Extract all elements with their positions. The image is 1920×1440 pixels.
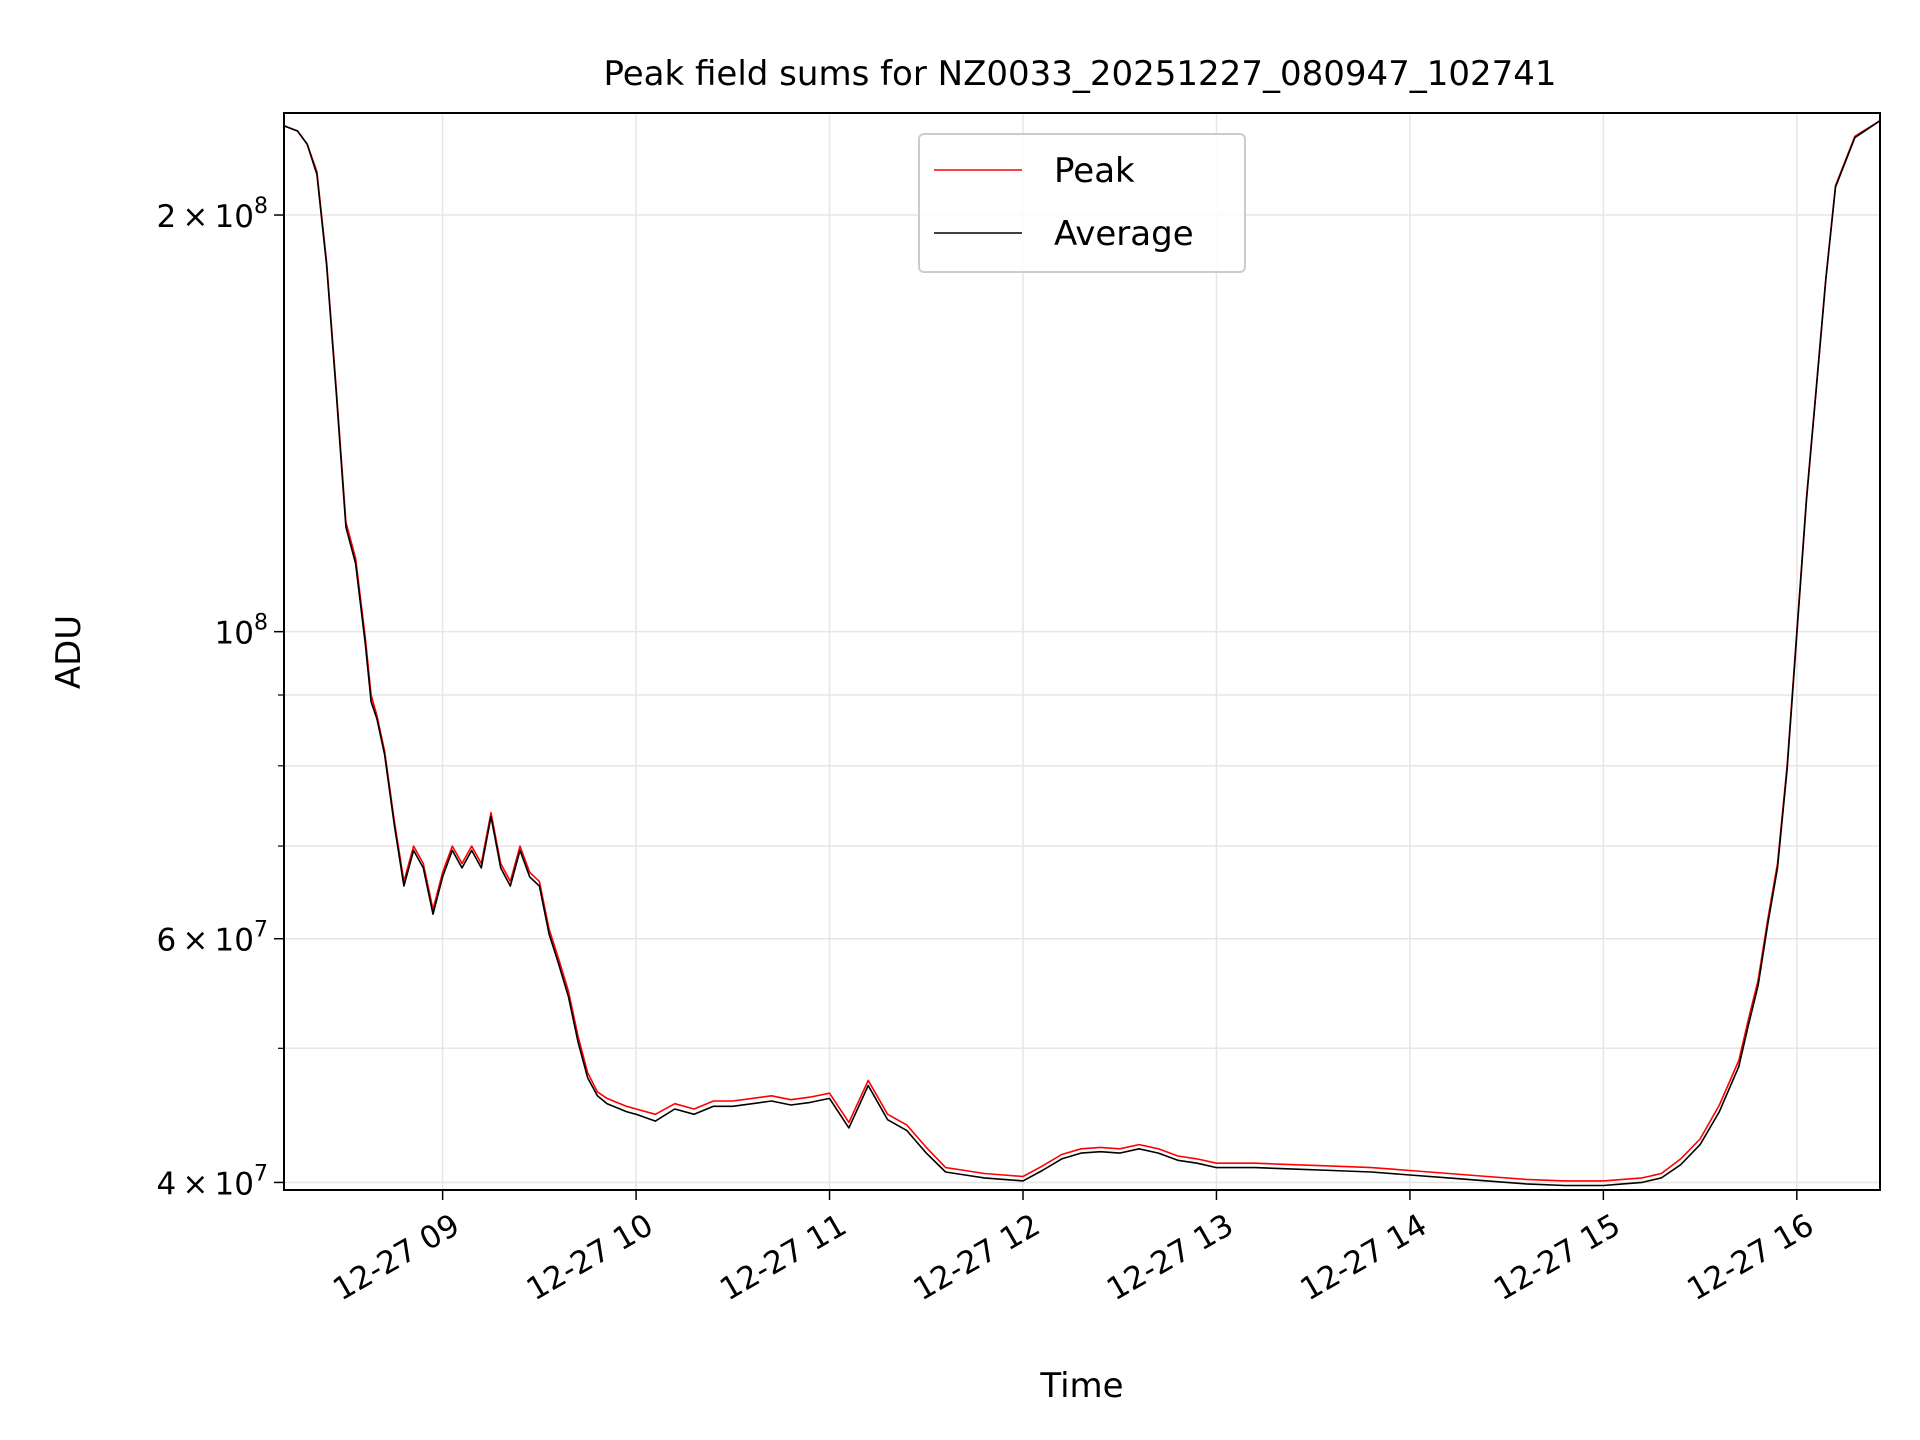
- legend: Peak Average: [918, 133, 1246, 273]
- series-layer: [283, 120, 1881, 1187]
- series-line-peak: [283, 120, 1881, 1182]
- series-line-average: [283, 120, 1881, 1187]
- plot-frame: [283, 112, 1881, 1191]
- legend-box: [918, 133, 1246, 273]
- legend-label-average: Average: [1054, 214, 1194, 254]
- y-tick-label-2: 108: [215, 611, 268, 652]
- y-tick-label-3: 2 × 108: [156, 194, 268, 235]
- grid: [284, 113, 1880, 1190]
- chart-title: Peak field sums for NZ0033_20251227_0809…: [603, 54, 1556, 94]
- y-tick-label-0: 4 × 107: [156, 1161, 268, 1202]
- y-tick-label-1: 6 × 107: [156, 918, 268, 959]
- x-axis-label: Time: [1039, 1366, 1123, 1406]
- legend-label-peak: Peak: [1054, 151, 1135, 191]
- y-axis-label: ADU: [49, 615, 89, 689]
